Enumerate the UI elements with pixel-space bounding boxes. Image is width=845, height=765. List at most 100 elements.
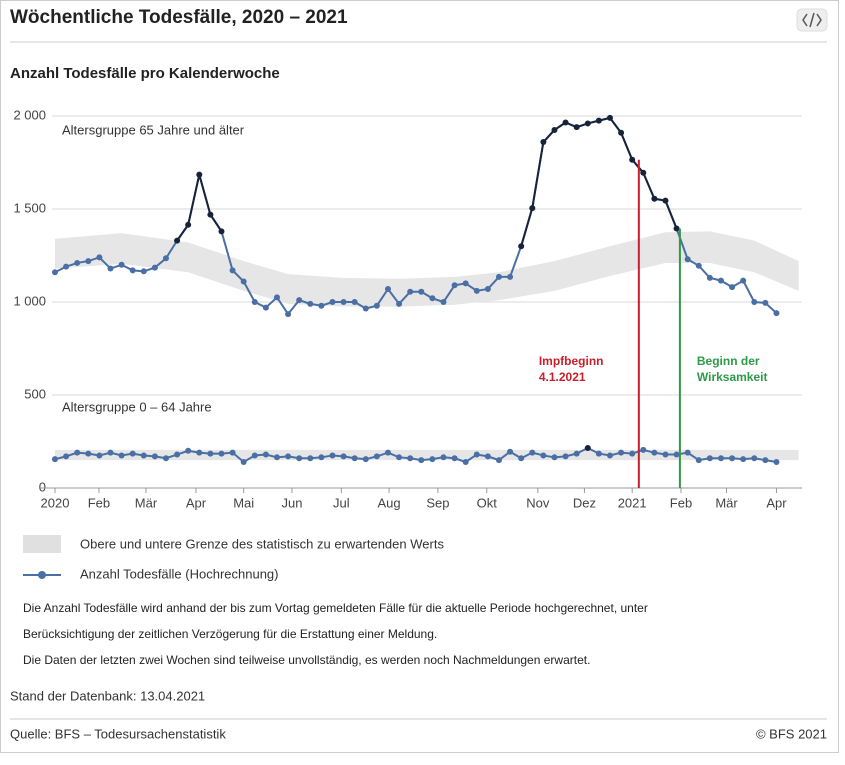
data-point xyxy=(429,456,436,463)
data-point xyxy=(207,211,214,218)
data-point xyxy=(118,261,125,268)
x-tick-label: Feb xyxy=(88,495,110,510)
database-date: Stand der Datenbank: 13.04.2021 xyxy=(10,688,205,703)
code-icon[interactable] xyxy=(802,12,822,28)
data-point xyxy=(196,171,203,178)
data-point xyxy=(140,268,147,275)
data-point xyxy=(762,457,769,464)
data-point xyxy=(695,457,702,464)
data-point xyxy=(495,273,502,280)
data-point xyxy=(618,449,625,456)
y-tick-label: 1 000 xyxy=(13,293,46,308)
data-point xyxy=(85,450,92,457)
data-point xyxy=(174,451,181,458)
data-point xyxy=(651,195,658,202)
legend-label: Obere und untere Grenze des statistisch … xyxy=(80,536,444,551)
data-point xyxy=(129,267,136,274)
data-point xyxy=(362,305,369,312)
data-point xyxy=(440,454,447,461)
note: Die Anzahl Todesfälle wird anhand der bi… xyxy=(23,601,648,615)
data-point xyxy=(51,269,58,276)
embed-button[interactable] xyxy=(796,8,828,32)
data-point xyxy=(251,299,258,305)
data-point xyxy=(107,265,114,272)
x-tick-label: Okt xyxy=(477,495,498,510)
data-point xyxy=(373,453,380,460)
excess-segment xyxy=(620,132,634,161)
data-point xyxy=(251,452,258,459)
data-point xyxy=(462,280,469,287)
data-point xyxy=(729,284,736,291)
note: Die Daten der letzten zwei Wochen sind t… xyxy=(23,653,590,667)
excess-segment xyxy=(198,174,212,215)
data-point xyxy=(684,256,691,263)
data-point xyxy=(540,139,547,146)
data-point xyxy=(129,450,136,457)
data-point xyxy=(396,454,403,461)
data-point xyxy=(529,205,536,212)
data-point xyxy=(307,455,314,462)
data-point xyxy=(285,311,292,318)
data-point xyxy=(440,299,447,305)
series-label: Altersgruppe 0 – 64 Jahre xyxy=(62,399,212,414)
excess-segment xyxy=(187,174,201,226)
annotation-text: Beginn der xyxy=(697,354,760,368)
x-tick-label: Jun xyxy=(281,495,302,510)
source: Quelle: BFS – Todesursachenstatistik xyxy=(10,726,226,741)
page-title: Wöchentliche Todesfälle, 2020 – 2021 xyxy=(10,7,348,28)
data-point xyxy=(717,277,724,284)
data-point xyxy=(640,446,647,453)
chart-title: Anzahl Todesfälle pro Kalenderwoche xyxy=(10,65,280,82)
note: Berücksichtigung der zeitlichen Verzöger… xyxy=(23,627,437,641)
data-point xyxy=(151,264,158,271)
data-point xyxy=(407,455,414,462)
data-point xyxy=(273,294,280,301)
data-point xyxy=(606,452,613,459)
data-point xyxy=(118,452,125,459)
excess-segment xyxy=(209,214,223,232)
data-point xyxy=(240,278,247,285)
data-point xyxy=(507,448,514,455)
excess-segment xyxy=(176,224,190,242)
expected-band xyxy=(54,231,799,307)
data-point xyxy=(74,449,81,456)
data-point xyxy=(151,453,158,460)
data-point xyxy=(706,274,713,281)
y-tick-label: 0 xyxy=(39,479,46,494)
data-point xyxy=(85,258,92,265)
data-point xyxy=(662,451,669,458)
legend-dot-swatch xyxy=(38,571,46,579)
data-point xyxy=(296,455,303,462)
data-point xyxy=(418,457,425,464)
data-point xyxy=(473,451,480,458)
data-point xyxy=(162,455,169,462)
data-point xyxy=(384,285,391,292)
data-point xyxy=(418,288,425,295)
data-point xyxy=(351,299,358,305)
x-tick-label: Feb xyxy=(670,495,692,510)
data-point xyxy=(429,295,436,302)
data-point xyxy=(629,156,636,163)
excess-segment xyxy=(609,117,622,134)
data-point xyxy=(484,453,491,460)
data-point xyxy=(207,450,214,457)
data-point xyxy=(362,456,369,463)
data-point xyxy=(584,445,591,452)
data-point xyxy=(162,255,169,262)
data-point xyxy=(351,455,358,462)
expected-band xyxy=(54,449,799,461)
data-point xyxy=(662,197,669,204)
x-tick-label: Sep xyxy=(426,495,449,510)
data-point xyxy=(307,300,314,307)
x-tick-label: Mai xyxy=(233,495,254,510)
data-point xyxy=(762,299,769,306)
data-point xyxy=(740,456,747,463)
data-point xyxy=(262,304,269,311)
x-tick-label: Mär xyxy=(715,495,738,510)
data-point xyxy=(273,454,280,461)
data-point xyxy=(96,254,103,261)
data-point xyxy=(140,452,147,459)
data-point xyxy=(473,287,480,294)
data-point xyxy=(196,449,203,456)
excess-segment xyxy=(520,207,534,247)
